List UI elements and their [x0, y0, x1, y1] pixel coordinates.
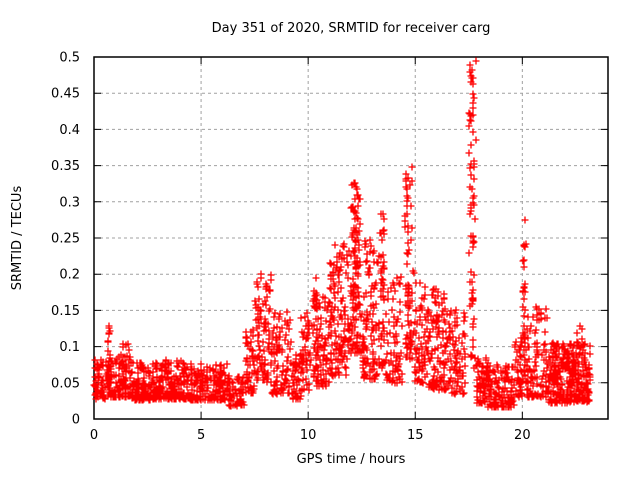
y-tick-label: 0.05	[51, 376, 80, 391]
y-tick-label: 0	[72, 413, 80, 428]
x-tick-label: 0	[90, 428, 98, 443]
y-tick-label: 0.15	[51, 304, 80, 319]
y-tick-label: 0.2	[59, 268, 80, 283]
y-tick-label: 0.4	[59, 123, 80, 138]
y-tick-label: 0.45	[51, 87, 80, 102]
x-tick-label: 5	[197, 428, 205, 443]
grid-lines	[94, 57, 608, 419]
x-tick-label: 20	[514, 428, 531, 443]
plot-frame	[93, 56, 609, 420]
y-tick-label: 0.3	[59, 195, 80, 210]
y-tick-label: 0.1	[59, 340, 80, 355]
y-tick-label: 0.25	[51, 232, 80, 247]
scatter-points	[90, 57, 594, 411]
x-tick-label: 10	[300, 428, 317, 443]
chart-title: Day 351 of 2020, SRMTID for receiver car…	[211, 21, 491, 36]
y-tick-label: 0.5	[59, 51, 80, 66]
y-tick-label: 0.35	[51, 159, 80, 174]
x-tick-label: 15	[407, 428, 424, 443]
x-axis-label: GPS time / hours	[296, 452, 406, 467]
